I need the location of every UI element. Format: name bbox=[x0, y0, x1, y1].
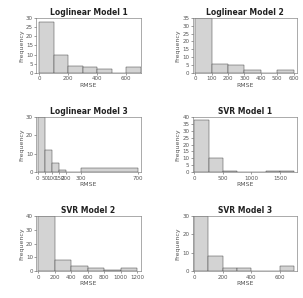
Y-axis label: Frequency: Frequency bbox=[19, 128, 25, 161]
Bar bbox=[97, 69, 112, 73]
Bar bbox=[38, 216, 55, 271]
Title: SVR Model 1: SVR Model 1 bbox=[218, 107, 272, 116]
Bar bbox=[45, 150, 52, 172]
Bar bbox=[55, 260, 71, 271]
Bar bbox=[223, 171, 237, 172]
Title: Loglinear Model 3: Loglinear Model 3 bbox=[50, 107, 127, 116]
Bar bbox=[52, 163, 59, 172]
Bar bbox=[280, 171, 294, 172]
Bar bbox=[81, 168, 138, 172]
X-axis label: RMSE: RMSE bbox=[236, 83, 254, 88]
Bar bbox=[211, 63, 228, 73]
Bar bbox=[71, 266, 88, 271]
Bar bbox=[88, 268, 104, 271]
Title: SVR Model 3: SVR Model 3 bbox=[218, 206, 272, 215]
Bar bbox=[126, 67, 141, 73]
Title: Loglinear Model 1: Loglinear Model 1 bbox=[50, 8, 127, 17]
Y-axis label: Frequency: Frequency bbox=[19, 227, 25, 260]
X-axis label: RMSE: RMSE bbox=[80, 182, 97, 187]
X-axis label: RMSE: RMSE bbox=[236, 281, 254, 286]
X-axis label: RMSE: RMSE bbox=[80, 281, 97, 286]
Y-axis label: Frequency: Frequency bbox=[19, 29, 25, 62]
Bar bbox=[195, 18, 211, 73]
Bar bbox=[209, 158, 223, 172]
Bar bbox=[266, 171, 280, 172]
Bar bbox=[68, 66, 83, 73]
Bar bbox=[54, 55, 68, 73]
Bar bbox=[59, 170, 66, 172]
X-axis label: RMSE: RMSE bbox=[80, 83, 97, 88]
Y-axis label: Frequency: Frequency bbox=[176, 227, 181, 260]
Bar bbox=[223, 268, 237, 271]
Bar bbox=[208, 257, 223, 271]
Bar bbox=[245, 70, 261, 73]
Bar bbox=[228, 65, 245, 73]
Bar bbox=[38, 117, 45, 172]
Bar bbox=[104, 270, 121, 271]
Bar bbox=[194, 216, 208, 271]
Y-axis label: Frequency: Frequency bbox=[176, 128, 181, 161]
Bar bbox=[280, 266, 294, 271]
Bar bbox=[237, 268, 251, 271]
Bar bbox=[277, 70, 294, 73]
Bar bbox=[39, 21, 54, 73]
Title: Loglinear Model 2: Loglinear Model 2 bbox=[206, 8, 284, 17]
Bar bbox=[121, 268, 137, 271]
X-axis label: RMSE: RMSE bbox=[236, 182, 254, 187]
Bar bbox=[195, 120, 209, 172]
Bar bbox=[83, 67, 97, 73]
Title: SVR Model 2: SVR Model 2 bbox=[62, 206, 115, 215]
Y-axis label: Frequency: Frequency bbox=[176, 29, 181, 62]
